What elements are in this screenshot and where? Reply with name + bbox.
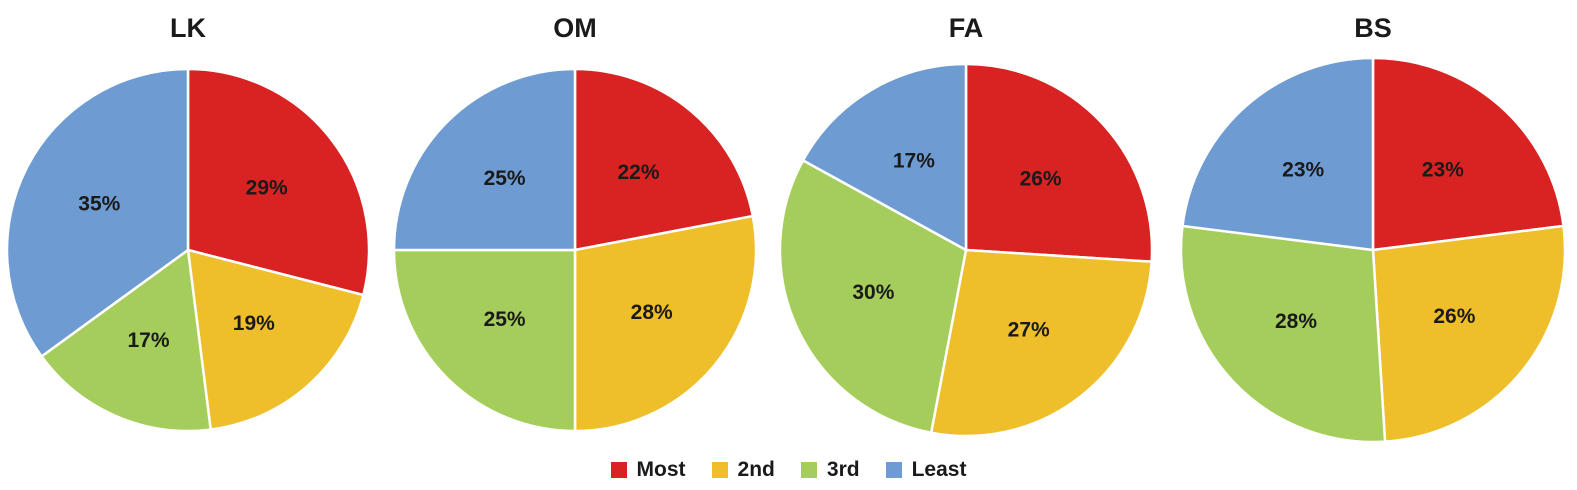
data-label-3rd: 25%: [484, 308, 526, 331]
pie-slice-most: [186, 67, 371, 297]
data-label-3rd: 17%: [127, 329, 169, 352]
pie-slice-most: [573, 67, 755, 252]
legend-label-2nd: 2nd: [737, 458, 775, 481]
pie-chart-fa: FA 26% 27% 30% 17%: [778, 13, 1154, 438]
legend-swatch-2nd: [711, 462, 728, 478]
pie-slice-3rd: [392, 248, 577, 433]
pie-slice-most: [1371, 56, 1565, 252]
data-label-most: 23%: [1422, 158, 1464, 181]
data-label-most: 22%: [617, 161, 659, 184]
legend-item-2nd: 2nd: [711, 458, 775, 482]
pie-slice-3rd: [778, 158, 968, 435]
pie-slice-2nd: [1371, 224, 1567, 443]
data-label-2nd: 27%: [1008, 318, 1050, 341]
data-label-2nd: 28%: [631, 301, 673, 324]
pie-chart-om: OM 22% 28% 25% 25%: [392, 13, 758, 433]
pie-chart-lk: LK 29% 19% 17% 35%: [5, 13, 371, 433]
data-label-least: 25%: [484, 167, 526, 190]
pie-slice-least: [801, 62, 968, 253]
pie-slice-3rd: [1179, 224, 1387, 444]
data-label-most: 26%: [1020, 168, 1062, 191]
pie-slice-least: [392, 67, 577, 252]
chart-title: BS: [1354, 13, 1392, 43]
data-label-least: 17%: [893, 149, 935, 172]
pie-slice-3rd: [39, 247, 213, 433]
legend: Most 2nd 3rd Least: [0, 452, 1577, 488]
legend-label-3rd: 3rd: [826, 458, 860, 481]
chart-title: FA: [949, 13, 984, 43]
pie-slice-2nd: [186, 248, 365, 431]
legend-swatch-3rd: [800, 462, 817, 478]
pie-slice-least: [5, 67, 190, 359]
pie-chart-bs: BS 23% 26% 28% 23%: [1179, 13, 1567, 444]
data-label-least: 23%: [1282, 158, 1324, 181]
pie-slice-most: [964, 62, 1154, 264]
legend-swatch-least: [885, 462, 902, 478]
legend-item-3rd: 3rd: [800, 458, 860, 482]
data-label-2nd: 19%: [233, 312, 275, 335]
legend-item-most: Most: [610, 458, 686, 482]
data-label-2nd: 26%: [1433, 305, 1475, 328]
pie-slice-2nd: [573, 214, 758, 433]
pie-slice-least: [1181, 56, 1375, 252]
data-label-3rd: 28%: [1275, 310, 1317, 333]
data-label-3rd: 30%: [852, 281, 894, 304]
data-label-least: 35%: [78, 192, 120, 215]
legend-label-most: Most: [636, 458, 686, 481]
legend-label-least: Least: [911, 458, 967, 481]
pie-slice-2nd: [929, 248, 1153, 438]
chart-title: OM: [553, 13, 597, 43]
data-label-most: 29%: [246, 177, 288, 200]
chart-title: LK: [170, 13, 206, 43]
legend-item-least: Least: [885, 458, 967, 482]
legend-swatch-most: [610, 462, 627, 478]
